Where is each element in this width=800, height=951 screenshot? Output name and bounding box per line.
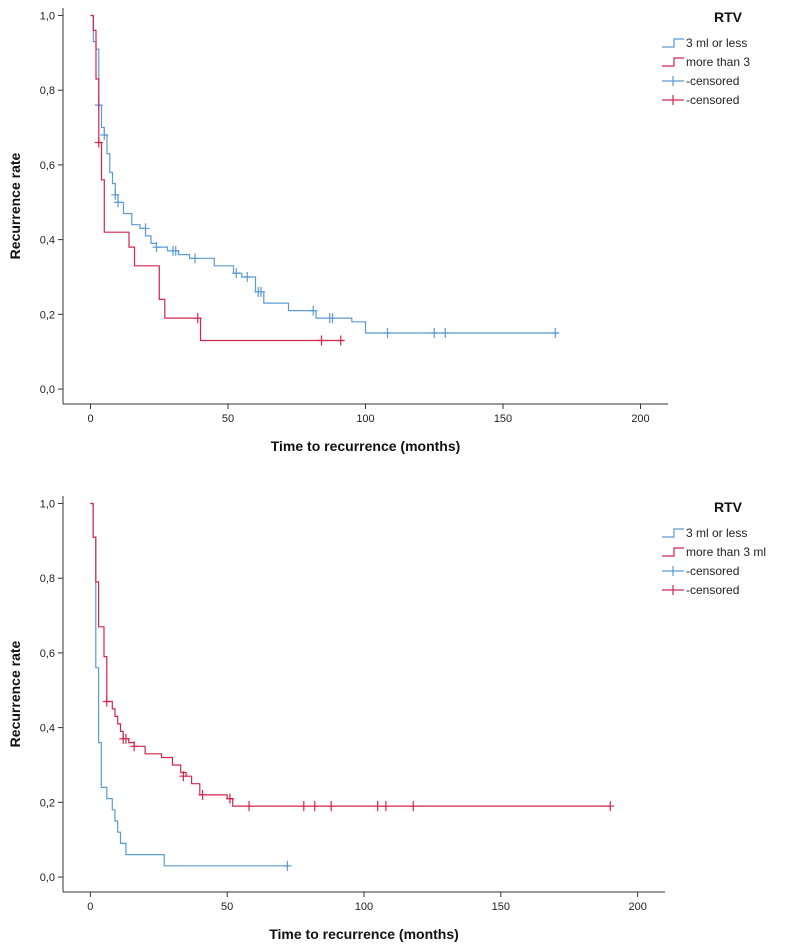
legend-swatch-series-2: [662, 547, 684, 557]
censor-mark-series-2: [299, 801, 308, 812]
censor-mark-series-1: [309, 305, 318, 316]
km-chart-bottom-svg: 0,0 0,2 0,4 0,6 0,8 1,0 0 50 100 150 200 Time to re…: [7, 496, 766, 942]
censor-mark-series-2: [130, 741, 139, 752]
x-axis-title: Time to recurrence (months): [269, 926, 459, 942]
x-tick-label: 150: [492, 901, 510, 913]
x-tick-label: 0: [87, 413, 93, 425]
y-tick-label: 0,6: [40, 160, 55, 172]
censor-mark-series-2: [606, 801, 615, 812]
y-tick-label: 0,0: [40, 384, 55, 396]
censor-mark-series-2: [336, 335, 345, 346]
censor-mark-series-1: [191, 253, 199, 264]
censor-mark-series-2: [381, 801, 390, 812]
km-step-line-series-1: [90, 502, 288, 867]
legend-entry-label: -censored: [686, 564, 739, 578]
y-tick-label: 0,4: [40, 235, 55, 247]
km-chart-bottom: 0,0 0,2 0,4 0,6 0,8 1,0 0 50 100 150 200 Time to re…: [0, 488, 800, 951]
censor-mark-series-1: [171, 245, 180, 256]
y-axis-title: Recurrence rate: [7, 152, 23, 259]
censor-mark-series-2: [245, 801, 254, 812]
censor-mark-series-2: [198, 789, 207, 800]
legend-entry-label: more than 3 ml: [686, 545, 766, 559]
censor-mark-series-1: [551, 328, 560, 339]
legend-swatch-series-1: [662, 528, 684, 538]
legend-swatch-censored-2: [662, 585, 684, 595]
y-tick-label: 0,2: [40, 309, 55, 321]
x-tick-label: 200: [631, 413, 649, 425]
censor-mark-series-1: [257, 286, 265, 297]
censor-mark-series-2: [373, 801, 382, 812]
legend-entry-label: 3 ml or less: [686, 526, 747, 540]
legend-entry-label: -censored: [686, 93, 739, 107]
censor-mark-series-1: [111, 189, 120, 200]
km-step-line-series-2: [90, 502, 611, 807]
x-axis-title: Time to recurrence (months): [271, 438, 461, 454]
y-tick-label: 1,0: [40, 10, 55, 22]
censor-mark-series-1: [243, 271, 252, 282]
km-step-line-series-1: [90, 14, 558, 334]
censor-mark-series-2: [102, 696, 111, 707]
censor-mark-series-1: [152, 242, 161, 253]
legend-swatch-censored-1: [662, 566, 684, 576]
y-tick-label: 0,6: [40, 648, 55, 660]
censor-mark-series-2: [409, 801, 418, 812]
censor-mark-series-2: [193, 313, 202, 324]
censor-mark-series-2: [94, 137, 103, 148]
x-tick-label: 150: [494, 413, 512, 425]
x-tick-label: 100: [355, 901, 373, 913]
legend-entry-label: 3 ml or less: [686, 36, 747, 50]
x-tick-label: 0: [87, 901, 93, 913]
y-tick-label: 1,0: [40, 498, 55, 510]
censor-mark-series-1: [232, 268, 241, 279]
x-tick-label: 50: [222, 413, 234, 425]
censor-mark-series-1: [283, 860, 292, 871]
km-step-line-series-2: [90, 14, 344, 342]
censor-mark-series-2: [225, 793, 234, 804]
legend-entry-label: more than 3: [686, 55, 750, 69]
censor-mark-series-1: [441, 328, 450, 339]
legend-swatch-series-1: [662, 38, 684, 48]
censor-mark-series-1: [114, 197, 122, 208]
km-chart-top-svg: 0,0 0,2 0,4 0,6 0,8 1,0 0 50 100 150 200 Time to re…: [7, 8, 750, 454]
censor-mark-series-1: [328, 313, 337, 324]
censor-mark-series-2: [121, 733, 130, 744]
x-tick-label: 200: [628, 901, 646, 913]
y-tick-label: 0,4: [40, 723, 55, 735]
x-tick-label: 50: [221, 901, 233, 913]
censor-mark-series-1: [383, 328, 392, 339]
legend-title: RTV: [714, 9, 743, 25]
censor-mark-series-2: [310, 801, 319, 812]
y-tick-label: 0,8: [40, 85, 55, 97]
x-tick-label: 100: [356, 413, 374, 425]
y-axis-title: Recurrence rate: [7, 640, 23, 747]
legend-title: RTV: [714, 499, 743, 515]
censor-mark-series-1: [100, 130, 109, 141]
y-tick-label: 0,8: [40, 573, 55, 585]
censor-mark-series-1: [430, 328, 439, 339]
y-tick-label: 0,2: [40, 797, 55, 809]
censor-mark-series-2: [327, 801, 336, 812]
legend-swatch-censored-2: [662, 95, 684, 105]
censor-mark-series-2: [317, 335, 326, 346]
legend-swatch-censored-1: [662, 76, 684, 86]
legend-swatch-series-2: [662, 57, 684, 67]
km-chart-top: 0,0 0,2 0,4 0,6 0,8 1,0 0 50 100 150 200 Time to re…: [0, 0, 800, 470]
y-tick-label: 0,0: [40, 872, 55, 884]
censor-mark-series-1: [141, 223, 150, 234]
censor-mark-series-2: [179, 771, 188, 782]
legend-entry-label: -censored: [686, 583, 739, 597]
legend-entry-label: -censored: [686, 74, 739, 88]
